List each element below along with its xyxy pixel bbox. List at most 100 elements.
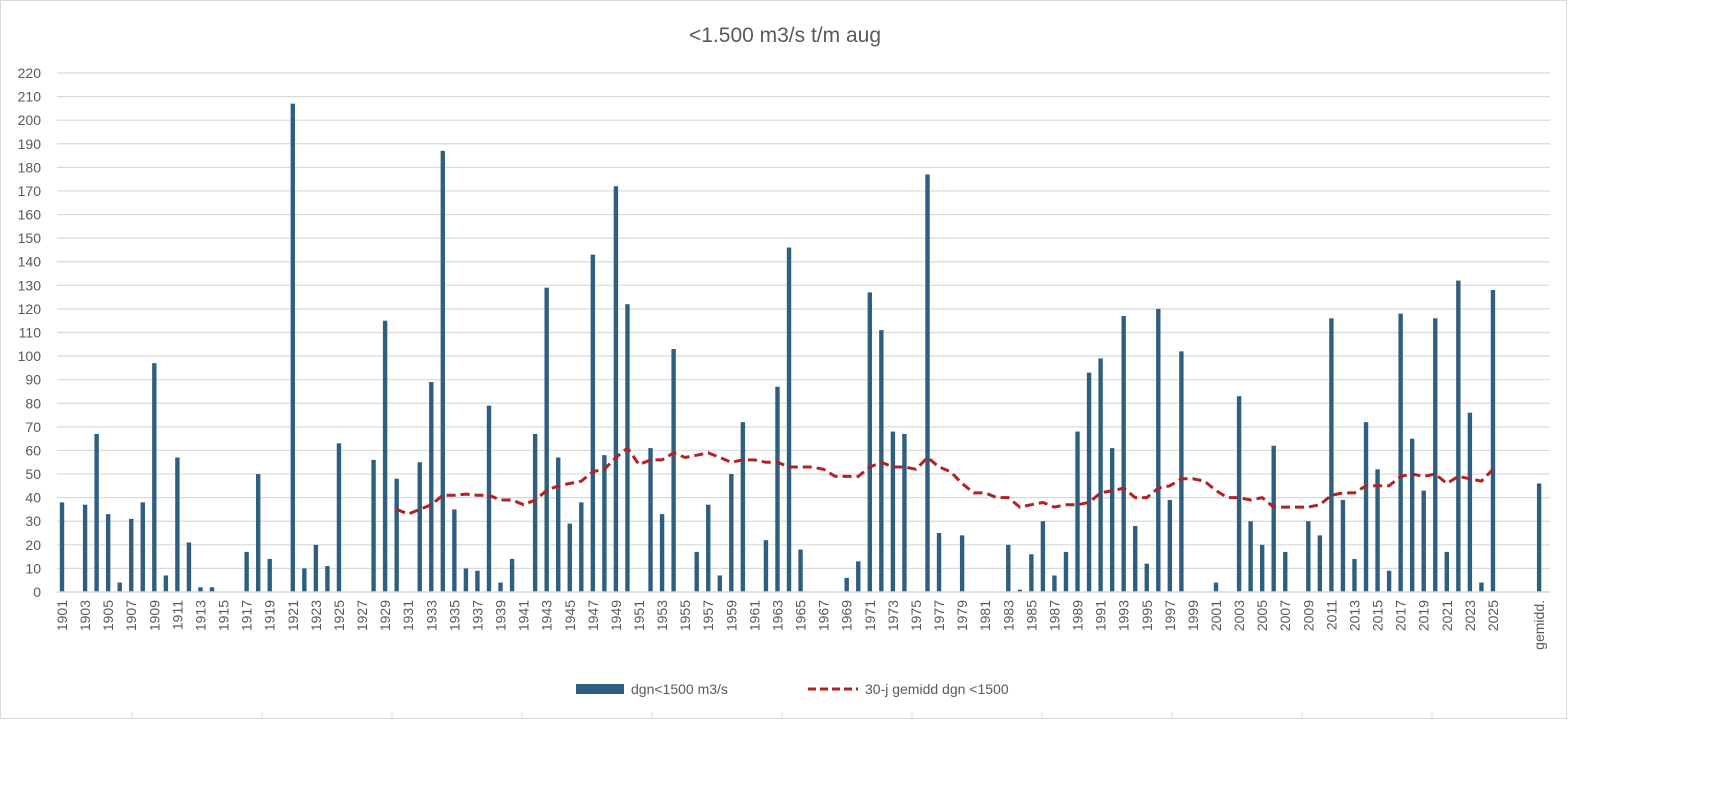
bar-2012 bbox=[1340, 499, 1346, 592]
y-tick-label: 20 bbox=[25, 537, 41, 553]
y-tick-label: 130 bbox=[18, 277, 42, 293]
bar-1907 bbox=[129, 518, 134, 592]
bar-1909 bbox=[152, 363, 157, 592]
bar-1952 bbox=[648, 448, 653, 592]
bar-2011 bbox=[1329, 318, 1334, 592]
x-tick-label: 1951 bbox=[631, 600, 647, 631]
y-tick-label: 220 bbox=[18, 65, 42, 81]
x-tick-label: 1907 bbox=[123, 600, 139, 631]
moving-average-line bbox=[396, 445, 1495, 516]
bar-1911 bbox=[175, 457, 180, 592]
y-tick-label: 110 bbox=[19, 325, 42, 341]
x-tick-label: 2011 bbox=[1323, 600, 1339, 630]
x-tick-label: 2009 bbox=[1300, 600, 1316, 631]
bar-2014 bbox=[1363, 422, 1369, 592]
bar-1924 bbox=[325, 566, 330, 592]
bar-1996 bbox=[1156, 308, 1161, 592]
bar-2025 bbox=[1490, 290, 1496, 592]
bar-1995 bbox=[1144, 563, 1149, 592]
bar-1928 bbox=[371, 459, 376, 592]
x-tick-label: 1919 bbox=[262, 600, 278, 631]
bar-1994 bbox=[1133, 525, 1138, 592]
x-tick-label: 2019 bbox=[1416, 600, 1432, 631]
x-tick-label: 1911 bbox=[169, 600, 185, 630]
bar-1919 bbox=[267, 558, 272, 592]
bar-2019 bbox=[1421, 490, 1426, 592]
x-tick-label: 1957 bbox=[700, 600, 716, 631]
bar-2016 bbox=[1386, 570, 1392, 592]
bar-1956 bbox=[694, 551, 699, 592]
bar-2010 bbox=[1317, 535, 1323, 592]
bar-1901 bbox=[59, 502, 65, 592]
bar-2006 bbox=[1271, 445, 1276, 592]
bars bbox=[59, 103, 1542, 592]
bar-2017 bbox=[1398, 313, 1403, 592]
x-tick-label: 1979 bbox=[954, 600, 970, 631]
legend-swatch-bars bbox=[576, 684, 624, 694]
x-tick-label: 1987 bbox=[1046, 600, 1062, 631]
x-tick-label: 1963 bbox=[769, 600, 785, 631]
bar-1947 bbox=[590, 254, 596, 592]
x-axis-ticks: 1901 1903 1905 1907 1909 1911 1913 1915 1917 1919… bbox=[54, 600, 1547, 650]
bar-1992 bbox=[1109, 448, 1115, 592]
bar-1923 bbox=[313, 544, 319, 592]
bar-1918 bbox=[255, 474, 261, 592]
legend-label-bars: dgn<1500 m3/s bbox=[631, 681, 728, 697]
bar-1940 bbox=[509, 558, 515, 592]
bar-1921 bbox=[290, 103, 295, 592]
x-tick-label: 1905 bbox=[100, 600, 116, 631]
bar-1988 bbox=[1063, 551, 1069, 592]
bar-1977 bbox=[936, 533, 942, 592]
bar-2007 bbox=[1283, 551, 1288, 592]
x-tick-label: 1939 bbox=[493, 600, 509, 631]
bar-1934 bbox=[440, 150, 446, 592]
x-tick-label: 1967 bbox=[816, 600, 832, 631]
bar-1925 bbox=[336, 443, 342, 592]
bar-2021 bbox=[1444, 551, 1449, 592]
x-tick-label: 1971 bbox=[862, 600, 878, 631]
y-tick-label: 180 bbox=[18, 159, 42, 175]
x-tick-label: 1947 bbox=[585, 600, 601, 631]
x-tick-label: 1937 bbox=[469, 600, 485, 631]
bar-2005 bbox=[1259, 544, 1265, 592]
x-tick-label: 1913 bbox=[192, 600, 208, 631]
bar-1930 bbox=[394, 478, 399, 592]
x-tick-label: 1923 bbox=[308, 600, 324, 631]
bar-2023 bbox=[1467, 412, 1473, 592]
y-tick-label: 210 bbox=[18, 89, 42, 105]
bar-1959 bbox=[729, 474, 734, 592]
bar-1949 bbox=[613, 186, 619, 592]
y-tick-label: 40 bbox=[25, 490, 41, 506]
bar-1935 bbox=[452, 509, 457, 592]
bar-1937 bbox=[475, 570, 480, 592]
bar-2004 bbox=[1248, 521, 1253, 592]
y-tick-label: 170 bbox=[18, 183, 42, 199]
x-tick-label: 2001 bbox=[1208, 600, 1224, 631]
bar-1917 bbox=[244, 551, 249, 592]
bar-1944 bbox=[556, 457, 561, 592]
bar-1953 bbox=[659, 514, 665, 592]
bar-1974 bbox=[902, 433, 907, 592]
x-tick-label: 1977 bbox=[931, 600, 947, 631]
y-tick-label: 190 bbox=[18, 136, 42, 152]
bar-1987 bbox=[1052, 575, 1057, 592]
x-tick-label: 2003 bbox=[1231, 600, 1247, 631]
x-tick-label: gemidd. bbox=[1531, 600, 1547, 650]
y-tick-label: 150 bbox=[18, 230, 42, 246]
bar-1914 bbox=[209, 587, 215, 592]
y-tick-label: 10 bbox=[25, 560, 41, 576]
bar-1922 bbox=[302, 568, 307, 592]
x-tick-label: 1983 bbox=[1000, 600, 1016, 631]
x-tick-label: 1945 bbox=[562, 600, 578, 631]
bar-1964 bbox=[786, 247, 792, 592]
bar-1969 bbox=[844, 577, 849, 592]
bar-2020 bbox=[1433, 318, 1438, 592]
y-tick-label: 90 bbox=[25, 372, 41, 388]
bar-1938 bbox=[486, 405, 492, 592]
bar-1908 bbox=[140, 502, 145, 592]
y-tick-label: 140 bbox=[18, 254, 42, 270]
y-tick-label: 0 bbox=[33, 584, 41, 600]
bar-1957 bbox=[706, 504, 711, 592]
x-tick-label: 1935 bbox=[446, 600, 462, 631]
